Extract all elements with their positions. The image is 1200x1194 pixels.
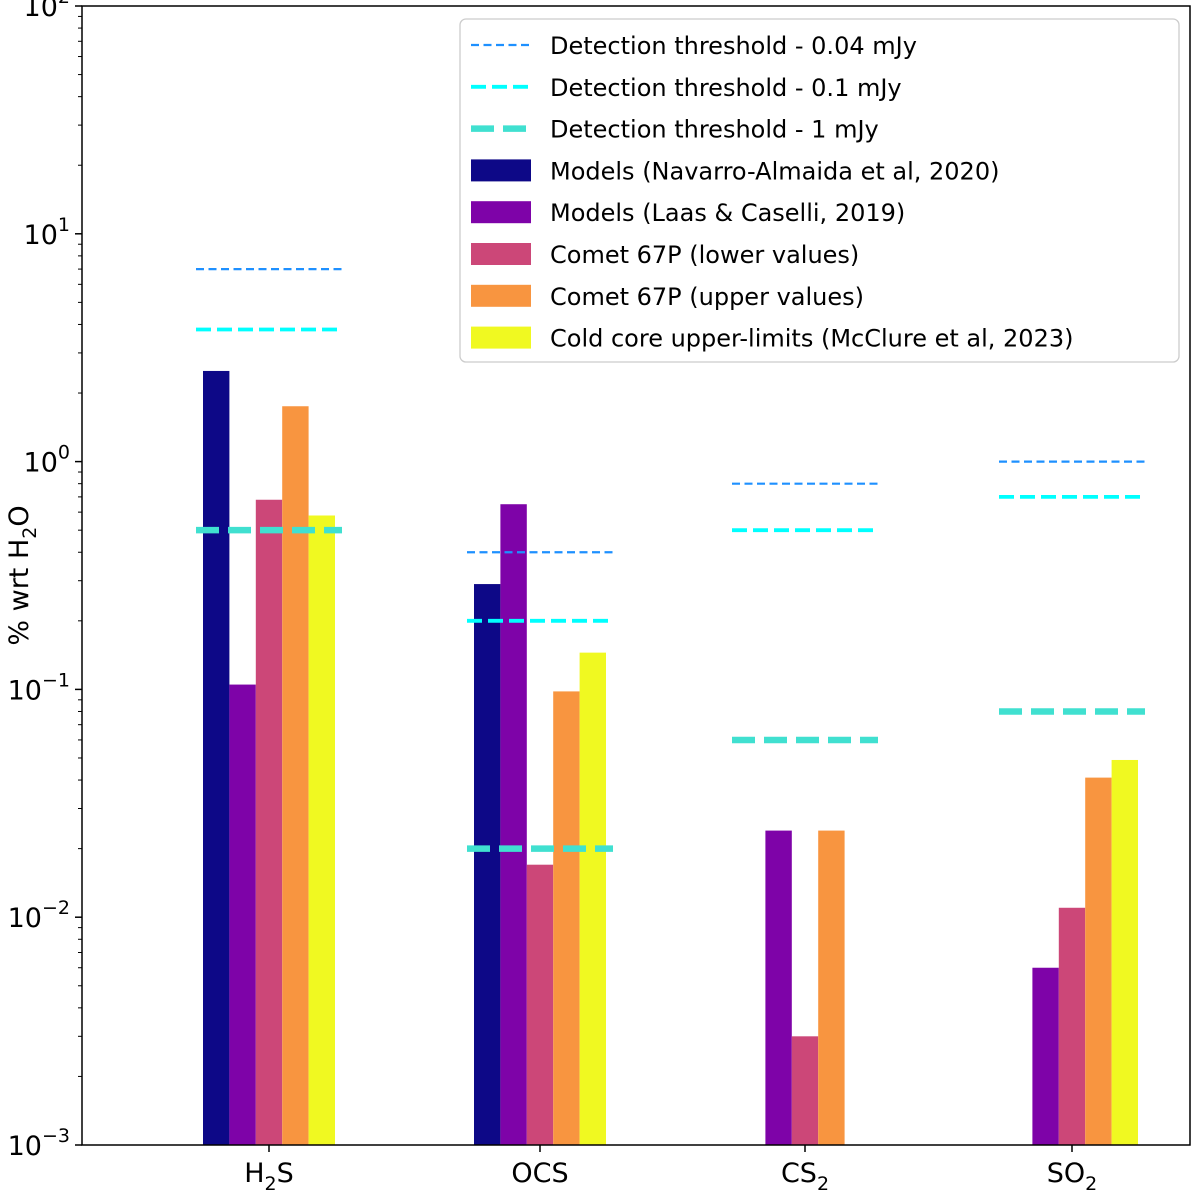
y-tick-label: 100 — [24, 442, 70, 479]
legend-label-threshold-2: Detection threshold - 1 mJy — [550, 116, 879, 144]
plot-frame — [81, 5, 1191, 1146]
y-tick-base: 10 — [8, 903, 42, 934]
y-axis-title-part: 2 — [19, 527, 41, 539]
legend-label-threshold-1: Detection threshold - 0.1 mJy — [550, 74, 902, 102]
y-tick-exponent: −3 — [42, 1125, 70, 1147]
legend-swatch-series-2 — [471, 243, 531, 265]
bar-ocs-series-4 — [579, 652, 606, 1145]
legend-label-threshold-0: Detection threshold - 0.04 mJy — [550, 32, 917, 60]
x-tick-label-part: 2 — [817, 1173, 829, 1190]
bar-h2s-series-3 — [282, 406, 309, 1145]
x-tick-label-part: CS — [781, 1158, 817, 1189]
legend: Detection threshold - 0.04 mJy Detection … — [459, 18, 1180, 363]
x-tick-label-ocs: OCS — [511, 1158, 568, 1189]
bar-ocs-series-2 — [526, 864, 554, 1145]
y-tick-exponent: −2 — [42, 897, 70, 919]
y-tick-base: 10 — [24, 220, 58, 251]
bar-ocs-series-0 — [474, 584, 501, 1145]
bar-h2s-series-0 — [203, 370, 230, 1145]
bar-ocs-series-3 — [553, 691, 580, 1145]
legend-box — [459, 18, 1180, 363]
bar-so2-series-4 — [1111, 759, 1138, 1145]
bar-h2s-series-2 — [255, 499, 283, 1145]
legend-label-series-1: Models (Laas & Caselli, 2019) — [550, 199, 905, 227]
legend-label-series-3: Comet 67P (upper values) — [550, 283, 864, 311]
x-tick-label-part: OCS — [511, 1158, 568, 1189]
bar-so2-series-1 — [1032, 967, 1059, 1145]
plot-area — [196, 267, 1145, 1146]
x-tick-label-so2: SO2 — [1047, 1158, 1097, 1190]
legend-label-series-0: Models (Navarro-Almaida et al, 2020) — [550, 157, 999, 185]
y-tick-label: 10−3 — [8, 1125, 70, 1162]
bar-h2s-series-1 — [229, 684, 256, 1145]
legend-swatch-series-4 — [471, 326, 531, 349]
x-tick-label-cs2: CS2 — [781, 1158, 829, 1190]
y-tick-label: 10−2 — [8, 897, 70, 934]
y-tick-base: 10 — [24, 448, 58, 479]
y-tick-exponent: 1 — [58, 214, 70, 236]
bar-so2-series-2 — [1058, 907, 1086, 1145]
y-tick-exponent: 0 — [58, 442, 70, 464]
legend-swatch-series-0 — [471, 159, 531, 182]
bar-h2s-series-4 — [308, 515, 335, 1145]
bar-cs2-series-3 — [818, 830, 845, 1145]
x-tick-label-part: 2 — [265, 1173, 277, 1190]
x-tick-label-part: S — [277, 1158, 294, 1189]
y-tick-label: 10−1 — [8, 669, 70, 706]
bar-so2-series-3 — [1085, 777, 1112, 1145]
legend-label-series-4: Cold core upper-limits (McClure et al, 2… — [550, 325, 1073, 353]
bar-cs2-series-1 — [765, 830, 792, 1145]
y-tick-base: 10 — [8, 1131, 42, 1162]
legend-swatch-series-1 — [471, 201, 531, 224]
x-tick-label-part: SO — [1047, 1158, 1085, 1189]
y-axis-title-part: % wrt H — [4, 539, 35, 646]
x-tick-label-part: H — [244, 1158, 264, 1189]
y-axis-title-part: O — [4, 505, 35, 526]
y-tick-exponent: −1 — [42, 669, 70, 691]
bar-cs2-series-2 — [791, 1036, 819, 1145]
y-tick-label: 101 — [24, 214, 70, 251]
bar-ocs-series-1 — [500, 504, 527, 1146]
y-tick-base: 10 — [8, 675, 42, 706]
axes: 10−310−210−1100101102H2SOCSCS2SO2% wrt H… — [4, 0, 1097, 1194]
y-tick-label: 102 — [24, 0, 70, 23]
legend-label-series-2: Comet 67P (lower values) — [550, 241, 859, 269]
legend-swatch-series-3 — [471, 284, 531, 307]
y-tick-base: 10 — [24, 0, 58, 23]
x-tick-label-part: 2 — [1085, 1173, 1097, 1190]
y-axis-title: % wrt H2O — [4, 505, 41, 645]
x-tick-label-h2s: H2S — [244, 1158, 294, 1190]
y-tick-exponent: 2 — [58, 0, 70, 8]
